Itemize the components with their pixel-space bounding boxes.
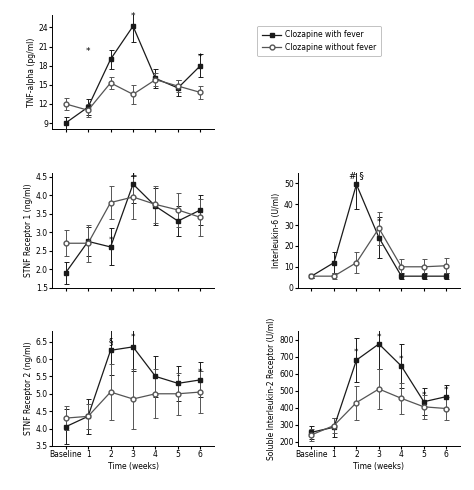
Text: *: * — [198, 53, 203, 63]
Y-axis label: Interleukin-6 (U/ml): Interleukin-6 (U/ml) — [273, 193, 282, 268]
Text: +: + — [129, 172, 137, 181]
Text: *: * — [377, 218, 381, 227]
Y-axis label: STNF Receptor 2 (ng/ml): STNF Receptor 2 (ng/ml) — [24, 342, 33, 436]
Y-axis label: STNF Receptor 1 (ng/ml): STNF Receptor 1 (ng/ml) — [24, 183, 33, 277]
Text: §: § — [108, 337, 113, 346]
Text: *: * — [444, 386, 448, 395]
Text: *: * — [421, 391, 426, 400]
Text: *: * — [198, 368, 203, 377]
Text: *: * — [377, 333, 381, 342]
Text: *: * — [354, 348, 359, 357]
Legend: Clozapine with fever, Clozapine without fever: Clozapine with fever, Clozapine without … — [257, 26, 381, 56]
X-axis label: Time (weeks): Time (weeks) — [354, 462, 404, 471]
Text: # §: # § — [349, 171, 364, 180]
Text: *: * — [86, 47, 91, 56]
Text: -: - — [176, 371, 180, 381]
Y-axis label: Soluble Interleukin-2 Receptor (U/ml): Soluble Interleukin-2 Receptor (U/ml) — [267, 318, 276, 460]
Text: *: * — [131, 333, 135, 343]
Text: *: * — [108, 236, 113, 245]
Text: *: * — [399, 355, 404, 365]
Text: *: * — [131, 12, 135, 21]
Y-axis label: TNF-alpha (pg/ml): TNF-alpha (pg/ml) — [27, 37, 36, 107]
X-axis label: Time (weeks): Time (weeks) — [108, 462, 158, 471]
